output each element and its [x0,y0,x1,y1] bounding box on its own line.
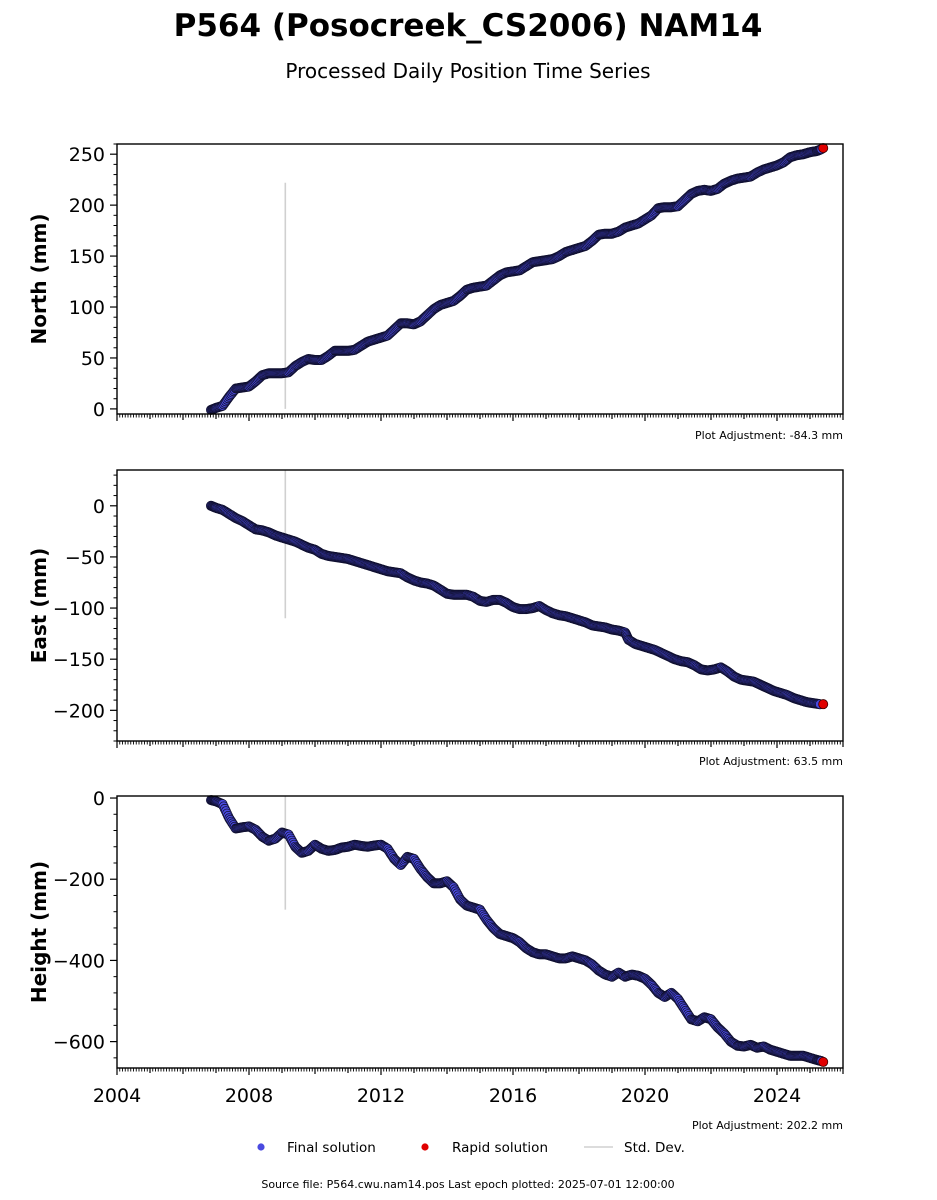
legend-final-label: Final solution [287,1140,376,1156]
y-tick-label: 0 [93,788,105,810]
panels-group: 0 50 100 150 200 250 North (mm) Plot Adjustment… [27,143,844,1132]
y-tick-label: 150 [69,246,105,268]
plot-adjustment-label: Plot Adjustment: 202.2 mm [692,1119,843,1132]
x-tick-label: 2016 [489,1085,537,1107]
panel-height: 0 −200 −400 −600 2004 2008 2012 2016 2020 2024 Hei… [27,788,844,1132]
y-tick-label: 200 [69,195,105,217]
x-tick-label: 2024 [753,1085,801,1107]
plot-adjustment-label: Plot Adjustment: 63.5 mm [699,755,843,768]
rapid-point [818,143,829,154]
legend-rapid-label: Rapid solution [452,1140,548,1156]
x-tick-label: 2008 [225,1085,273,1107]
panel-east: 0 −50 −100 −150 −200 East (mm) Plot Adjustment… [27,469,844,768]
y-tick-label: −400 [53,950,105,972]
chart-subtitle: Processed Daily Position Time Series [285,59,650,83]
legend-stddev-label: Std. Dev. [624,1140,685,1156]
y-tick-label: 250 [69,144,105,166]
legend: Final solution Rapid solution Std. Dev. [257,1140,685,1156]
y-tick-label: −150 [53,649,105,671]
y-tick-label: 100 [69,297,105,319]
legend-final-marker [257,1143,265,1151]
y-axis-label: Height (mm) [27,861,51,1003]
chart-title: P564 (Posocreek_CS2006) NAM14 [174,8,763,44]
x-tick-label: 2012 [357,1085,405,1107]
y-tick-label: 0 [93,496,105,518]
final-solution-points [205,500,825,710]
source-footer: Source file: P564.cwu.nam14.pos Last epo… [261,1178,674,1191]
rapid-point [818,1056,829,1067]
final-solution-points [205,144,827,415]
y-tick-label: 50 [81,348,105,370]
legend-rapid-marker [421,1143,429,1151]
y-tick-label: −200 [53,869,105,891]
y-tick-label: −100 [53,598,105,620]
plot-adjustment-label: Plot Adjustment: -84.3 mm [695,429,843,442]
rapid-point [818,699,829,710]
y-axis-label: North (mm) [27,213,51,344]
y-tick-label: −600 [53,1032,105,1054]
x-tick-label: 2004 [93,1085,141,1107]
final-solution-points [205,795,827,1067]
plot-frame [116,795,844,1069]
y-tick-label: −50 [65,547,105,569]
panel-north: 0 50 100 150 200 250 North (mm) Plot Adjustment… [27,143,844,442]
y-tick-label: 0 [93,399,105,421]
y-tick-label: −200 [53,700,105,722]
y-axis-label: East (mm) [27,548,51,664]
x-tick-label: 2020 [621,1085,669,1107]
